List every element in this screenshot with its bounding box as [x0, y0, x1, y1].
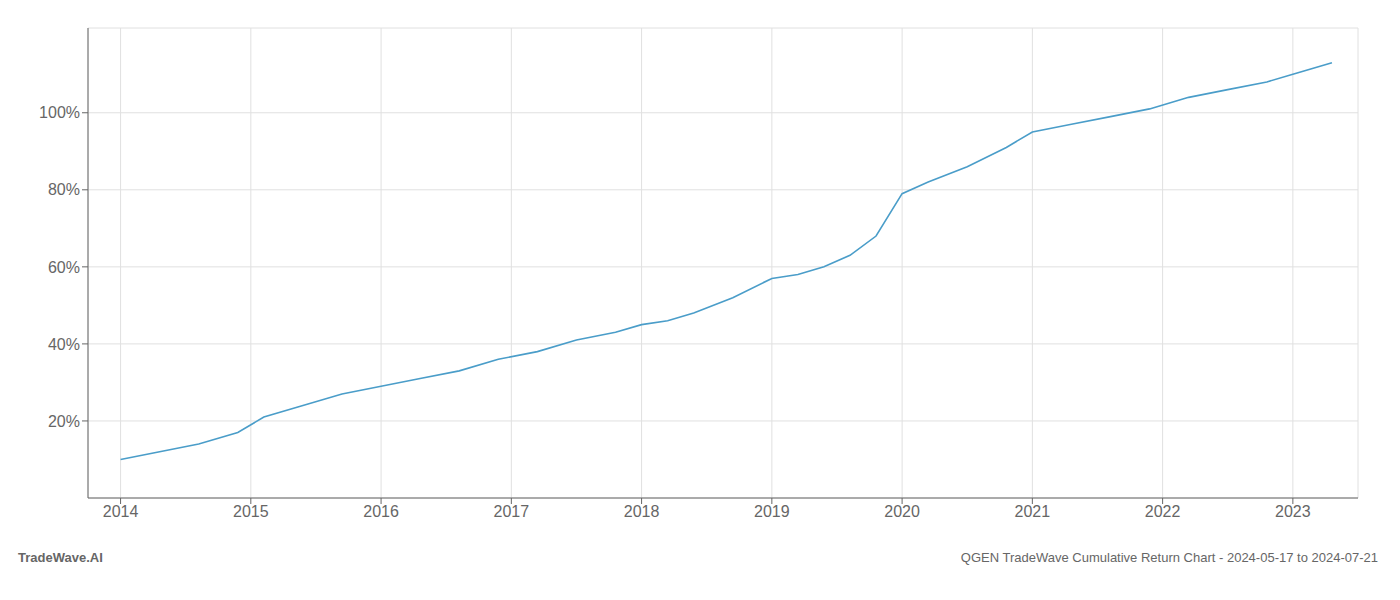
svg-text:80%: 80%	[48, 181, 80, 198]
svg-text:2016: 2016	[363, 503, 399, 520]
svg-text:2020: 2020	[884, 503, 920, 520]
svg-text:20%: 20%	[48, 413, 80, 430]
svg-text:60%: 60%	[48, 259, 80, 276]
svg-text:2017: 2017	[494, 503, 530, 520]
svg-text:2018: 2018	[624, 503, 660, 520]
svg-text:2019: 2019	[754, 503, 790, 520]
svg-text:2023: 2023	[1275, 503, 1311, 520]
svg-text:2022: 2022	[1145, 503, 1181, 520]
html-text:TradeWave.AI: TradeWave.AI	[18, 550, 103, 565]
svg-text:100%: 100%	[39, 104, 80, 121]
svg-text:2021: 2021	[1015, 503, 1051, 520]
html-text:QGEN TradeWave Cumulative Retu: QGEN TradeWave Cumulative Return Chart -…	[960, 550, 1378, 565]
svg-text:2014: 2014	[103, 503, 139, 520]
svg-text:40%: 40%	[48, 336, 80, 353]
svg-text:2015: 2015	[233, 503, 269, 520]
